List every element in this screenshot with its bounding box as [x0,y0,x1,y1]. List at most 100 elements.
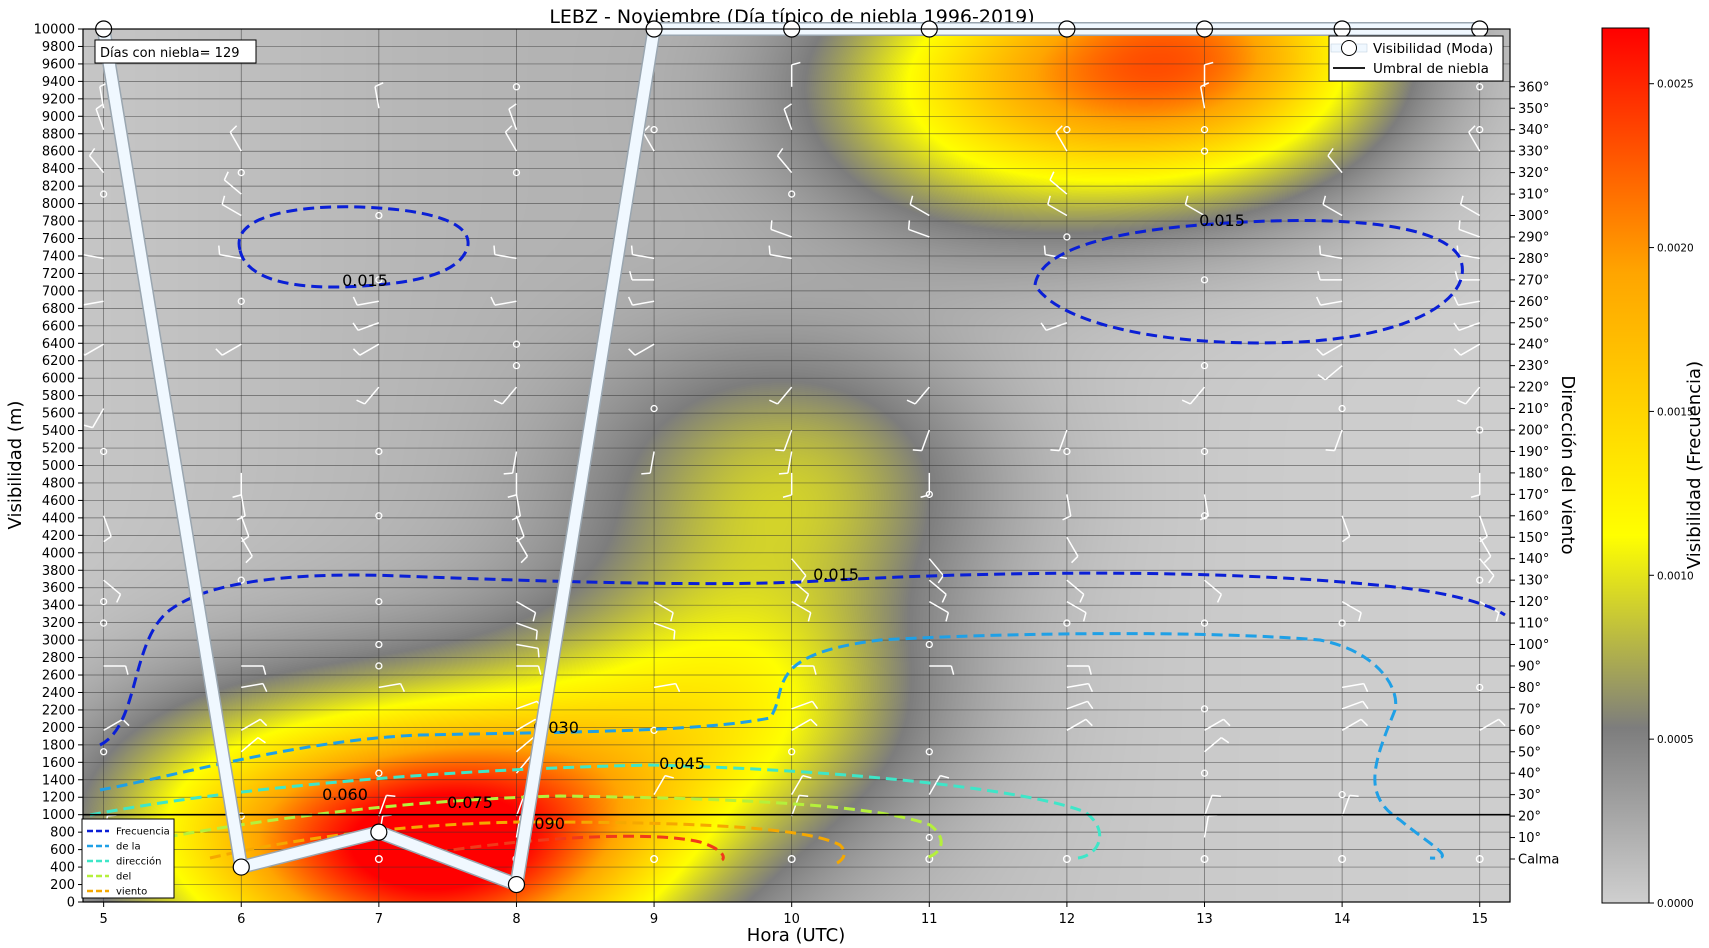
wind-barb-flag [1211,794,1222,797]
colorbar-tick-label: 0.0025 [1657,79,1694,91]
y2-tick-label: 20° [1518,810,1541,825]
wind-barb [516,700,538,710]
frequency-legend-label: dirección [116,856,161,868]
y-tick-label: 1200 [42,791,75,806]
wind-barb [791,700,813,710]
wind-barb-flag [504,125,513,133]
y2-tick-label: 150° [1518,531,1549,546]
wind-barb [783,429,793,451]
wind-barb-flag [122,718,130,727]
y2-tick-label: 30° [1518,788,1541,803]
wind-barb-flag [799,794,809,797]
wind-barb-flag [507,494,517,498]
y2-tick-label: 210° [1518,402,1549,417]
wind-barb-flag [778,472,788,475]
wind-barb-flag [909,195,914,205]
wind-barb [103,718,124,731]
wind-barb [504,131,518,152]
wind-barb-flag [493,399,503,405]
wind-barb [770,228,792,238]
colorbar-ticks: 0.0000 0.0005 0.0010 0.0015 0.0020 0.0025 [1649,79,1694,910]
wind-barb-flag [1453,348,1462,356]
y-tick-label: 9400 [42,75,75,90]
wind-barb [653,775,666,796]
y2-tick-label: 270° [1518,273,1549,288]
wind-barb-flag [1454,270,1459,281]
calm-circle [375,597,383,606]
wind-barb [1203,494,1210,517]
calm-circle [1476,126,1484,134]
wind-barb [1185,203,1205,217]
wind-barb [921,429,930,451]
wind-barb [1458,322,1480,331]
wind-barb [357,300,379,306]
wind-barb-flag [775,449,785,452]
calm-circle [925,640,933,649]
calm-circle [99,447,108,456]
wind-barb-flag [1086,700,1094,710]
y2-tick-label: 180° [1518,466,1549,481]
y-tick-label: 800 [50,826,75,841]
wind-barb [88,155,105,174]
x-tick-label: 11 [921,912,938,927]
wind-barb [1458,228,1480,238]
wind-barb-flag [950,665,955,675]
contour-label: 0.015 [1199,211,1245,230]
wind-barb [229,131,242,152]
wind-barb [1203,795,1213,817]
contour-label: 0.045 [659,754,705,773]
y-tick-label: 9200 [42,92,75,107]
wind-barb-flag [116,593,122,603]
wind-barb-flag [628,348,636,356]
wind-barb-flag [221,195,226,205]
calm-circle [1476,83,1484,91]
wind-barb-flag [1082,612,1087,622]
wind-barb [516,643,539,650]
wind-barb [1204,579,1222,595]
y-tick-label: 2400 [42,686,75,701]
y-tick-label: 7000 [42,284,75,299]
wind-barb-flag [1453,322,1460,331]
wind-barb [1341,682,1364,689]
mode-marker [507,875,526,894]
calm-circle [1338,791,1346,799]
y2-tick-label: 120° [1518,595,1549,610]
wind-barb-flag [906,399,916,405]
wind-barb-flag [537,665,542,675]
y-tick-label: 8000 [42,197,75,212]
wind-barb-flag [1199,515,1209,521]
y2-axis: Calma 10° 20° 30° 40° 50° 60° 70° 80° 90° 100° 110°… [1510,80,1559,868]
wind-barb-flag [1047,195,1051,205]
wind-barb-flag [1483,555,1492,564]
wind-barb-flag [532,612,537,622]
wind-barb [515,515,525,537]
wind-barb-flag [912,449,922,452]
wind-barb [240,515,250,537]
wind-barb-flag [629,270,633,281]
wind-barb [1045,322,1068,331]
y-tick-label: 9800 [42,40,75,55]
wind-barb-flag [920,494,930,498]
x-tick-label: 8 [512,912,520,927]
contour-0075 [209,820,846,866]
y2-tick-label: 290° [1518,230,1549,245]
x-tick-label: 6 [237,912,245,927]
y2-tick-label: 350° [1518,102,1549,117]
y2-tick-label: 10° [1518,831,1541,846]
calm-circle [650,404,658,413]
wind-barb-flag [508,103,517,110]
y-tick-label: 5000 [42,459,75,474]
wind-barb-flag [1322,195,1327,205]
y2-tick-label: 300° [1518,209,1549,224]
wind-barb [1066,682,1089,689]
wind-barb-flag [802,774,812,779]
wind-barb [359,343,380,356]
legend-threshold-label: Umbral de niebla [1373,61,1489,77]
wind-barb-flag [782,494,792,498]
wind-barb [769,253,792,260]
wind-barb-flag [768,245,771,255]
calm-circle [375,512,383,520]
wind-barb-flag [1049,171,1055,181]
calm-circle [1338,404,1346,413]
wind-barb-flag [352,296,358,306]
